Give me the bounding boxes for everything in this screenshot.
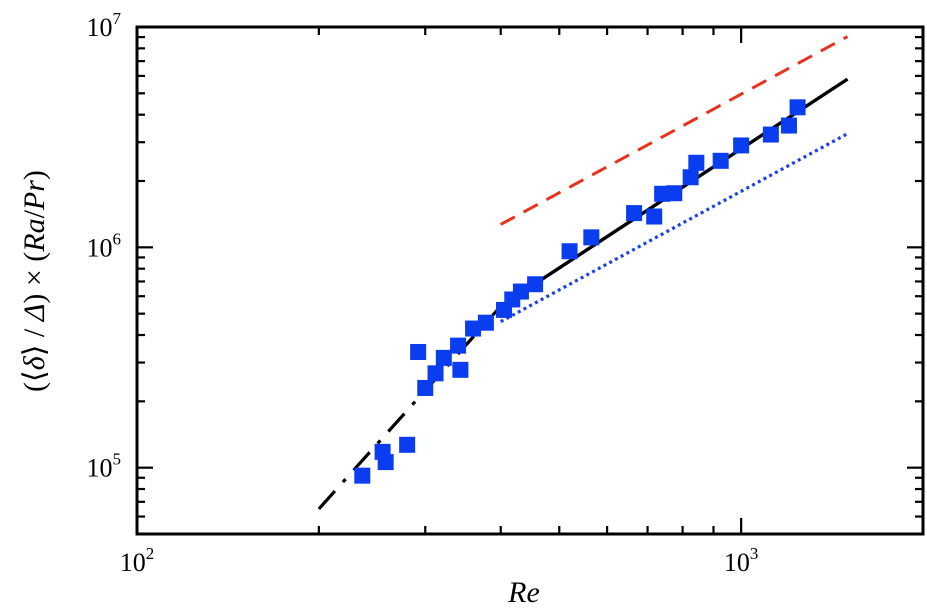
data-point [417, 379, 434, 396]
x-tick-label: 102 [120, 544, 155, 577]
y-tick-label: 105 [87, 450, 122, 483]
data-point [626, 205, 643, 222]
y-title-end: ) [18, 170, 51, 180]
y-tick-label: 107 [87, 9, 122, 42]
plot-frame [135, 25, 925, 536]
data-point [682, 169, 699, 186]
data-point [527, 276, 544, 293]
fit-lines [317, 35, 849, 510]
y-title-ra: Ra [18, 218, 51, 252]
data-point [450, 337, 467, 354]
data-point [762, 126, 779, 143]
fit-line-dashed [500, 35, 849, 226]
y-tick-label-exponent: 6 [113, 229, 122, 248]
y-title-slash: / [18, 209, 51, 218]
data-point [477, 314, 494, 331]
data-point [435, 349, 452, 366]
data-point [465, 320, 482, 337]
y-axis-title: (⟨δ⟩ / Δ) × (Ra/Pr) [18, 170, 51, 392]
y-title-mid: ⟩ / [18, 321, 51, 356]
data-point [452, 361, 469, 378]
fit-line-long-dash-dot [317, 305, 502, 510]
x-axis-title: Re [507, 576, 540, 609]
y-tick-label-base: 10 [87, 13, 113, 42]
y-tick-label-base: 10 [87, 454, 113, 483]
y-title-delta-cap: Δ [18, 304, 51, 323]
y-title-open: (⟨ [18, 370, 51, 392]
data-point [789, 99, 806, 116]
data-points [354, 99, 806, 484]
y-tick-label: 106 [87, 229, 122, 262]
data-point [733, 137, 750, 154]
data-point [410, 343, 427, 360]
y-tick-label-exponent: 5 [113, 450, 122, 469]
fit-line-dotted [499, 132, 849, 324]
data-point [354, 467, 371, 484]
data-point [654, 185, 671, 202]
data-point [646, 208, 663, 225]
y-title-delta-small: δ [18, 355, 51, 370]
data-point [512, 283, 529, 300]
y-tick-label-base: 10 [87, 233, 113, 262]
data-point [427, 365, 444, 382]
y-title-pr: Pr [18, 180, 51, 211]
y-title-times: ) × ( [18, 252, 51, 304]
data-point [666, 185, 683, 202]
data-point [561, 243, 578, 260]
data-point [583, 229, 600, 246]
data-point [688, 154, 705, 171]
x-tick-label-exponent: 3 [750, 544, 759, 563]
data-point [780, 117, 797, 134]
x-tick-label-exponent: 2 [146, 544, 155, 563]
y-tick-label-exponent: 7 [113, 9, 122, 28]
data-point [399, 436, 416, 453]
x-tick-label-base: 10 [120, 548, 146, 577]
x-tick-label: 103 [724, 544, 759, 577]
x-tick-label-base: 10 [724, 548, 750, 577]
data-point [712, 152, 729, 169]
data-point [377, 454, 394, 471]
